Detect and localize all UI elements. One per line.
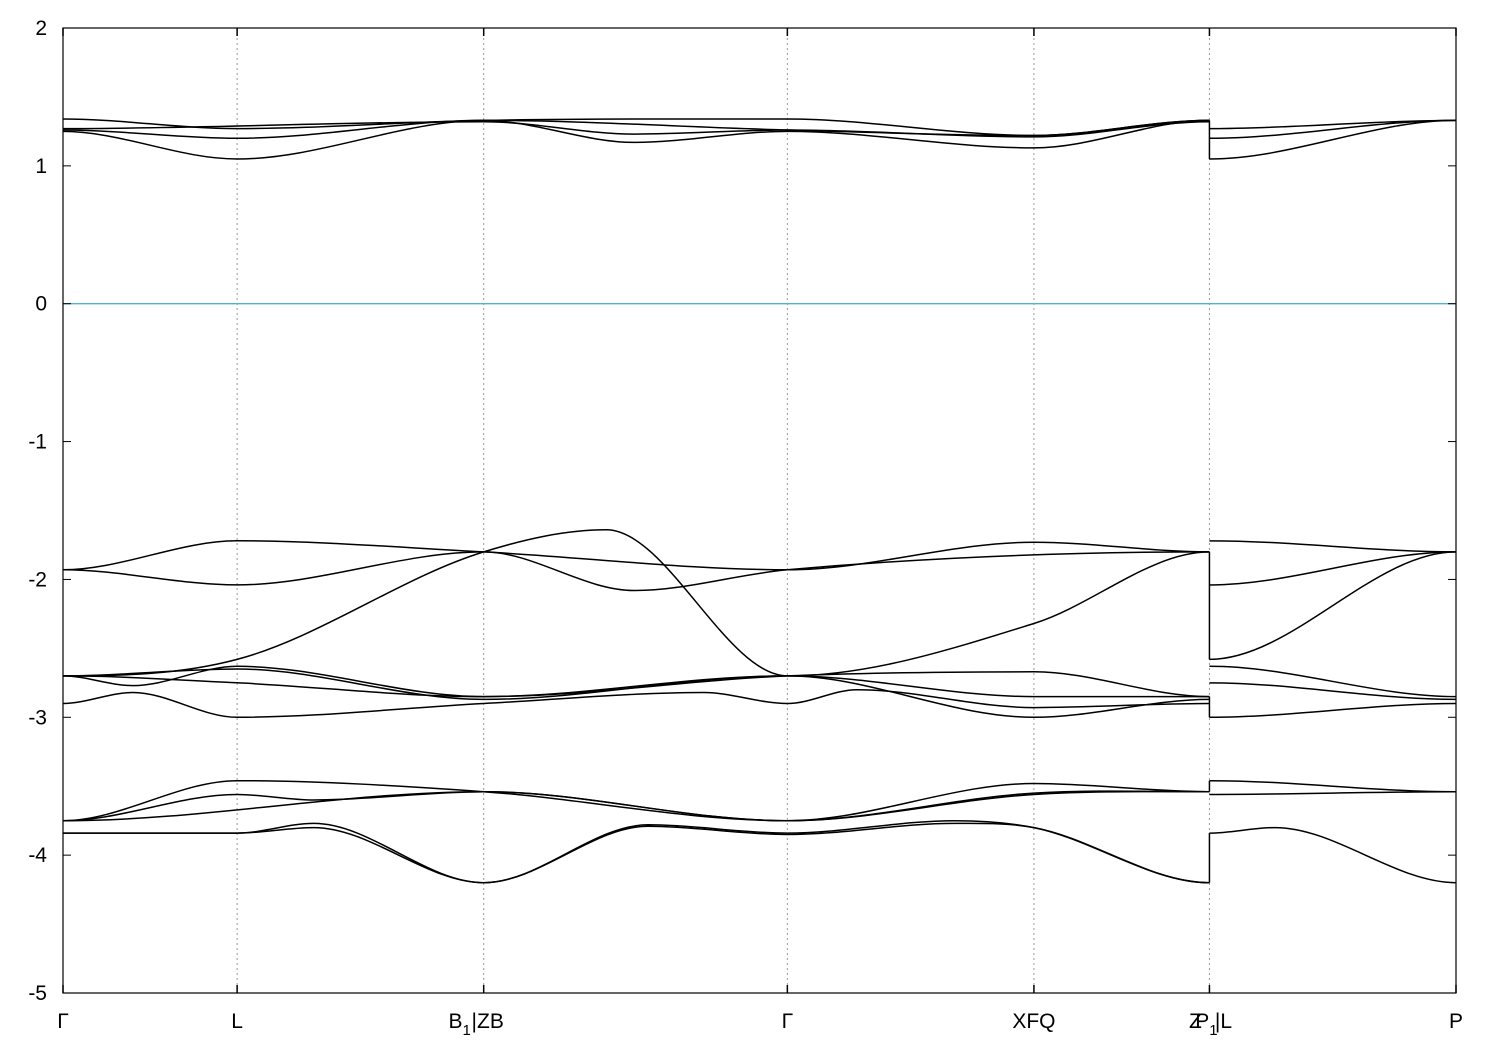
y-tick-label: 2	[35, 17, 47, 40]
band-line	[62, 675, 1210, 698]
band-line	[1209, 826, 1457, 884]
band-line	[1209, 779, 1457, 793]
band-line	[62, 120, 1210, 138]
x-tick-label: Γ	[782, 1010, 794, 1033]
band-line	[62, 119, 1210, 160]
band-line	[62, 119, 1210, 140]
band-line	[1209, 702, 1457, 719]
y-tick-label: -5	[28, 982, 47, 1005]
band-line	[62, 668, 1210, 719]
band-line	[1209, 790, 1457, 796]
band-line	[62, 551, 1210, 592]
band-line	[63, 822, 1210, 884]
y-tick-label: 0	[35, 293, 47, 316]
band-line	[62, 790, 1210, 822]
x-tick-label: Γ	[57, 1010, 69, 1033]
x-axis-ticks: Γ L B1 |ZB Γ XFQ ZP1|L P	[57, 28, 1463, 1039]
band-line	[62, 529, 1210, 677]
x-tick-label: L	[231, 1010, 243, 1033]
x-tick-label: P	[1449, 1010, 1463, 1033]
x-tick-label: |ZB	[472, 1010, 504, 1033]
band-line	[63, 819, 1210, 884]
band-line	[62, 118, 1210, 137]
band-line	[1209, 119, 1457, 160]
x-tick-label: |L	[1215, 1010, 1232, 1033]
y-tick-label: -2	[28, 568, 47, 591]
band-lines	[62, 118, 1457, 884]
band-line	[62, 665, 1210, 698]
band-line	[62, 779, 1210, 822]
y-tick-label: -4	[28, 844, 47, 867]
band-line	[1209, 665, 1457, 698]
band-line	[62, 540, 1210, 571]
y-tick-label: -3	[28, 706, 47, 729]
band-line	[1209, 682, 1457, 701]
x-tick-label: Z	[1189, 1010, 1202, 1033]
grid-lines	[236, 28, 1210, 993]
x-tick-label: XFQ	[1012, 1010, 1055, 1033]
band-line	[1209, 551, 1457, 661]
band-line	[1209, 551, 1457, 586]
band-line	[1209, 119, 1457, 140]
y-axis-ticks: -5 -4 -3 -2 -1 0 1 2	[28, 17, 1456, 1005]
plot-frame	[62, 27, 1457, 994]
x-tick-label: B1	[449, 1010, 471, 1039]
y-tick-label: -1	[28, 431, 47, 454]
band-line	[1209, 540, 1457, 553]
y-tick-label: 1	[35, 155, 47, 178]
band-line	[62, 688, 1210, 719]
